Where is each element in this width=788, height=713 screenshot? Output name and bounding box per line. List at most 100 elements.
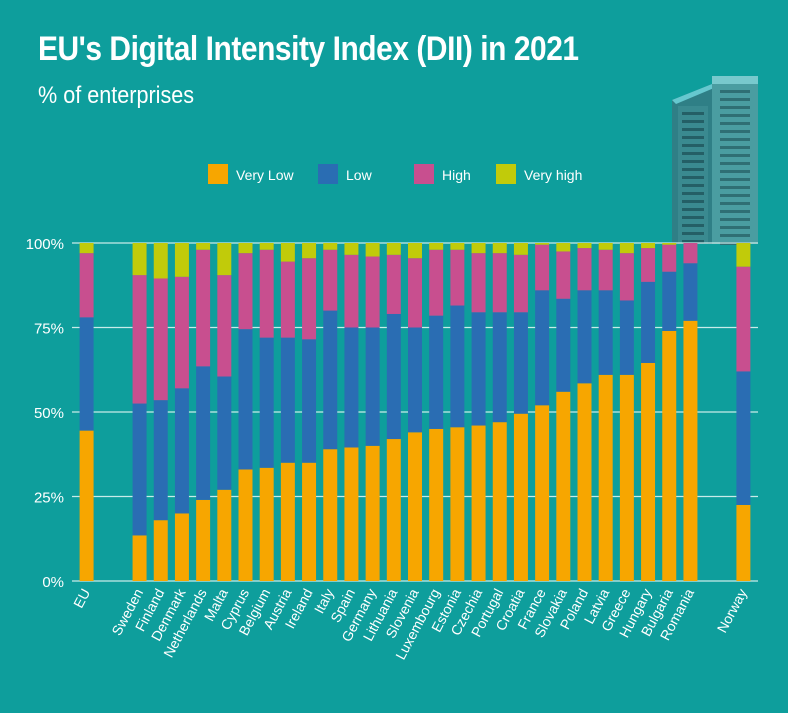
legend-swatch: [318, 164, 338, 184]
bar-segment: [577, 248, 592, 291]
bar-segment: [408, 243, 422, 259]
bar-segment: [302, 258, 317, 340]
y-tick-label: 25%: [34, 490, 64, 507]
y-tick-label: 100%: [26, 236, 64, 253]
bar-segment: [513, 312, 528, 414]
bar-segment: [217, 376, 232, 490]
legend-label: Low: [346, 167, 373, 183]
bar-segment: [153, 278, 168, 401]
y-tick-label: 50%: [34, 405, 64, 422]
legend-label: High: [442, 167, 471, 183]
bar-segment: [280, 337, 295, 463]
bar-segment: [492, 253, 507, 313]
bar-segment: [408, 327, 422, 433]
bar-segment: [408, 432, 422, 581]
bar-segment: [598, 374, 613, 581]
bar-segment: [280, 462, 295, 581]
bar-segment: [238, 243, 253, 254]
bar-segment: [79, 243, 94, 254]
bar-segment: [471, 243, 486, 254]
bar-segment: [429, 428, 444, 581]
bar-segment: [196, 366, 211, 500]
bar-segment: [153, 243, 168, 279]
bar-segment: [577, 383, 592, 581]
bar-segment: [535, 405, 550, 581]
bar-segment: [259, 467, 274, 581]
bar-segment: [598, 243, 613, 250]
bar-segment: [196, 249, 211, 367]
legend-swatch: [208, 164, 228, 184]
bar-segment: [132, 275, 147, 404]
bar-segment: [556, 243, 571, 252]
bar-segment: [513, 413, 528, 581]
chart-subtitle: % of enterprises: [38, 82, 195, 109]
bar-segment: [217, 243, 232, 276]
bar-segment: [535, 244, 550, 291]
bar-segment: [683, 243, 698, 264]
bar-segment: [132, 243, 147, 276]
legend-label: Very high: [524, 167, 582, 183]
bar-segment: [79, 317, 94, 431]
bar-segment: [471, 425, 486, 581]
bar-segment: [386, 254, 401, 314]
bar-segment: [513, 243, 528, 255]
bar-segment: [323, 310, 338, 450]
bar-segment: [471, 312, 486, 426]
x-tick-label: Norway: [714, 586, 750, 635]
bar-segment: [323, 249, 338, 311]
bar-segment: [238, 329, 253, 470]
bar-segment: [641, 281, 656, 363]
bar-segment: [302, 243, 317, 259]
bar-segment: [683, 320, 698, 581]
legend-swatch: [496, 164, 516, 184]
bar-segment: [429, 315, 444, 429]
bars: [79, 243, 751, 581]
bar-segment: [535, 243, 550, 245]
bar-segment: [344, 254, 359, 328]
bar-segment: [598, 290, 613, 375]
bar-segment: [196, 499, 211, 581]
bar-segment: [429, 243, 444, 250]
bar-segment: [344, 327, 359, 448]
bar-segment: [365, 445, 380, 581]
bar-segment: [238, 253, 253, 330]
bar-segment: [619, 243, 634, 254]
y-tick-label: 0%: [42, 574, 64, 591]
bar-segment: [471, 253, 486, 313]
bar-segment: [662, 271, 677, 331]
bar-segment: [662, 243, 677, 245]
legend-swatch: [414, 164, 434, 184]
bar-segment: [344, 447, 359, 581]
bar-segment: [238, 469, 253, 581]
bar-segment: [619, 300, 634, 375]
bar-segment: [323, 243, 338, 250]
building-illustration: [672, 76, 758, 245]
bar-segment: [259, 337, 274, 468]
legend: Very Low Low High Very high: [208, 164, 582, 184]
bar-segment: [641, 362, 656, 581]
bar-segment: [683, 263, 698, 321]
bar-segment: [174, 276, 189, 389]
bar-segment: [217, 489, 232, 581]
chart-title: EU's Digital Intensity Index (DII) in 20…: [38, 30, 579, 68]
bar-segment: [556, 391, 571, 581]
bar-segment: [132, 535, 147, 581]
bar-segment: [736, 266, 751, 372]
bar-segment: [450, 249, 465, 306]
bar-segment: [386, 313, 401, 440]
x-tick-label: EU: [70, 586, 93, 611]
bar-segment: [174, 243, 189, 277]
bar-segment: [365, 256, 380, 328]
bar-segment: [556, 251, 571, 299]
bar-segment: [662, 244, 677, 272]
bar-segment: [641, 248, 656, 282]
bar-segment: [577, 243, 592, 249]
bar-segment: [619, 374, 634, 581]
bar-segment: [153, 520, 168, 581]
bar-segment: [429, 249, 444, 316]
bar-segment: [323, 449, 338, 581]
y-axis-ticks: 0% 25% 50% 75% 100%: [26, 236, 64, 591]
bar-segment: [598, 249, 613, 291]
bar-segment: [365, 243, 380, 257]
